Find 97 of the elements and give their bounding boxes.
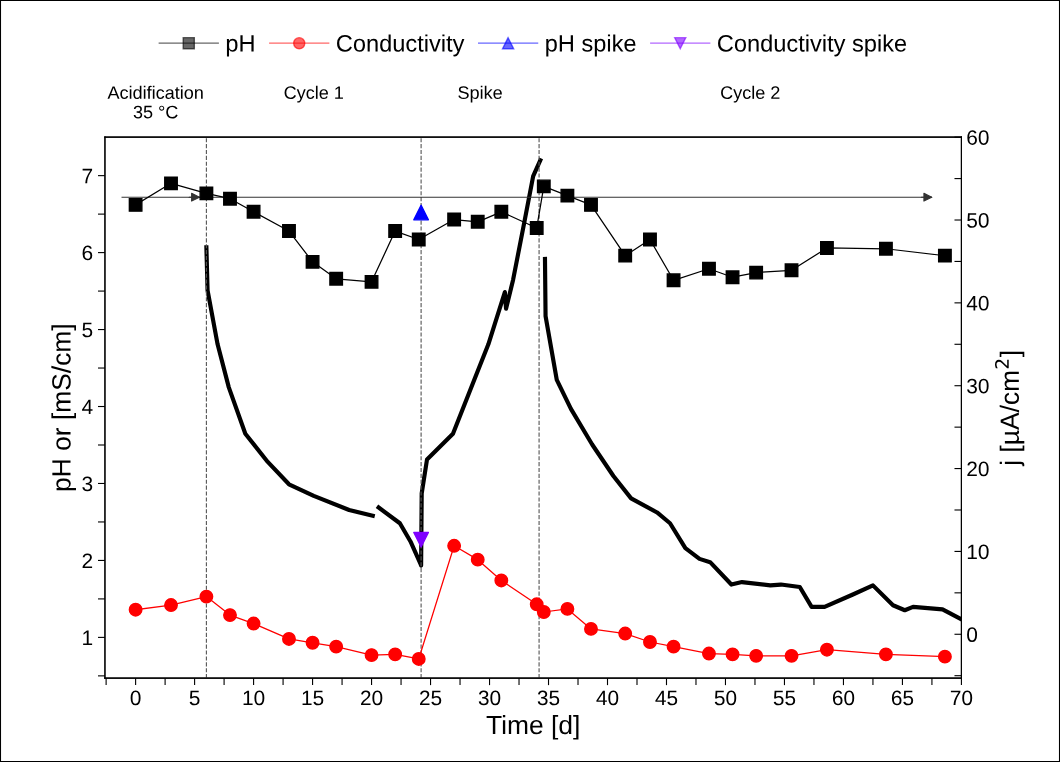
point [128, 197, 143, 212]
point [246, 616, 261, 631]
point [725, 647, 740, 662]
x-tick-label: 70 [950, 690, 973, 706]
legend-label: pH [226, 35, 254, 57]
point [411, 651, 426, 666]
point [388, 224, 403, 238]
point [784, 263, 799, 278]
point [536, 179, 551, 194]
x-axis-title: Time [d] [486, 714, 579, 740]
point [666, 273, 681, 288]
point [878, 647, 893, 662]
x-tick-label: 15 [302, 690, 324, 706]
point [388, 647, 403, 662]
point [282, 224, 296, 238]
point [937, 248, 952, 263]
point [329, 271, 344, 286]
y2-tick-label: 0 [967, 627, 978, 643]
y2-axis-title: j [µA/cm$^{2}$] [995, 351, 1025, 467]
point [199, 589, 214, 604]
point [364, 274, 379, 289]
point [536, 605, 551, 619]
x-tick-label: 0 [130, 690, 141, 706]
x-tick-label: 50 [714, 690, 737, 706]
y2-tick-label: 20 [967, 461, 989, 477]
point [329, 639, 344, 654]
point [560, 601, 575, 616]
point [643, 232, 657, 247]
text: Acidification 35 °C [107, 85, 203, 119]
point [494, 573, 509, 588]
point [584, 197, 598, 212]
point [246, 204, 261, 219]
point [413, 204, 430, 221]
x-tick-label: 65 [891, 690, 914, 706]
y2-tick-label: 30 [967, 378, 989, 394]
point [784, 648, 799, 663]
point [470, 552, 485, 567]
point [618, 626, 633, 641]
x-tick-label: 20 [361, 690, 383, 706]
point [413, 531, 430, 548]
x-tick-label: 25 [420, 690, 442, 706]
point [529, 221, 544, 235]
point [305, 635, 320, 650]
point [878, 241, 893, 256]
legend-label: Conductivity spike [718, 34, 907, 57]
point [282, 631, 296, 646]
point [223, 191, 237, 206]
x-tick-label: 40 [596, 690, 619, 706]
x-tick-label: 10 [243, 690, 265, 706]
point [819, 642, 834, 657]
y2-tick-label: 50 [967, 213, 989, 228]
point [618, 248, 633, 263]
point [128, 602, 143, 617]
point [749, 648, 764, 663]
text: Cycle 1 [284, 85, 343, 103]
x-tick-label: 45 [655, 690, 678, 706]
legend-label: pH spike [546, 34, 636, 57]
text: Cycle 2 [721, 85, 780, 103]
y-tick-label: 3 [82, 476, 93, 492]
x-tick-label: 30 [478, 690, 501, 706]
point [199, 186, 214, 201]
point [643, 635, 657, 649]
y-tick-label: 6 [82, 245, 93, 261]
point [223, 608, 237, 623]
point [584, 621, 598, 636]
point [411, 232, 426, 247]
point [305, 254, 320, 269]
point [164, 598, 178, 613]
text: Spike [458, 85, 502, 103]
x-tick-label: 55 [773, 690, 796, 706]
point [666, 639, 681, 654]
x-tick-label: 35 [537, 690, 560, 706]
point [364, 648, 379, 663]
point [447, 538, 462, 553]
point [702, 261, 716, 276]
y-tick-label: 5 [82, 322, 93, 338]
point [937, 649, 952, 664]
y2-tick-label: 10 [967, 544, 989, 560]
x-tick-label: 60 [832, 690, 855, 706]
point [164, 176, 178, 191]
point [819, 241, 834, 255]
y-axis-title: pH or [mS/cm] [51, 325, 76, 491]
y-tick-label: 1 [83, 630, 93, 645]
point [702, 646, 716, 661]
x-tick-label: 5 [189, 690, 200, 706]
y2-tick-label: 60 [967, 130, 989, 145]
point [749, 265, 764, 280]
y2-tick-label: 40 [966, 295, 989, 311]
y-tick-label: 2 [82, 553, 93, 568]
y-tick-label: 4 [82, 399, 93, 415]
point [725, 270, 740, 285]
y-tick-label: 7 [82, 168, 93, 184]
point [494, 204, 509, 219]
point [470, 214, 485, 229]
point [560, 188, 575, 203]
point [447, 212, 462, 227]
legend-label: Conductivity [337, 34, 465, 57]
